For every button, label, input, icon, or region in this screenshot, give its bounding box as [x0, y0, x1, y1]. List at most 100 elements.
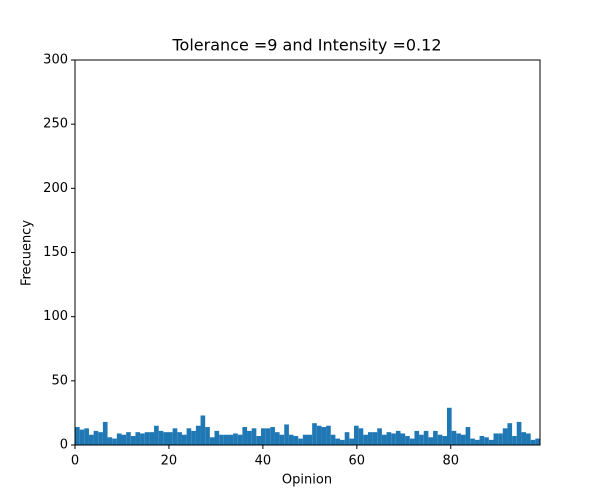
bar — [386, 432, 392, 445]
bar — [279, 434, 285, 445]
bar — [288, 434, 294, 445]
bar — [251, 428, 257, 445]
bar — [186, 428, 192, 445]
bar — [516, 421, 522, 445]
bar — [451, 430, 457, 445]
bar — [154, 425, 159, 445]
x-tick-label: 0 — [71, 454, 79, 469]
bar — [502, 428, 508, 445]
bar — [158, 430, 164, 445]
bar — [433, 430, 438, 445]
bar — [437, 434, 443, 445]
bar — [465, 427, 471, 445]
bar — [265, 428, 271, 445]
bar — [293, 436, 299, 445]
bar — [447, 407, 452, 445]
bar — [242, 427, 248, 445]
bar — [335, 438, 341, 445]
bar — [530, 439, 536, 445]
chart-title: Tolerance =9 and Intensity =0.12 — [172, 36, 442, 55]
bar — [75, 427, 80, 445]
x-tick-label: 40 — [255, 454, 272, 469]
bar — [144, 432, 150, 445]
bar — [312, 423, 317, 445]
bar — [237, 434, 243, 445]
bar — [107, 437, 113, 445]
bar — [205, 427, 210, 445]
bar — [130, 436, 136, 445]
bar — [126, 432, 131, 445]
bar — [484, 437, 489, 445]
bar — [391, 433, 396, 445]
bar — [326, 425, 331, 445]
y-tick-label: 100 — [43, 309, 68, 324]
bar — [498, 433, 503, 445]
bar — [507, 423, 513, 445]
bar — [395, 430, 401, 445]
bar — [428, 437, 434, 445]
bar — [354, 425, 359, 445]
bar — [284, 424, 289, 445]
y-tick-label: 250 — [43, 117, 68, 132]
y-tick-label: 300 — [43, 53, 68, 68]
x-tick-label: 60 — [349, 454, 366, 469]
bar — [84, 428, 89, 445]
y-tick-label: 50 — [51, 373, 68, 388]
bar — [340, 439, 345, 445]
bar — [479, 436, 485, 445]
bar — [209, 437, 215, 445]
bar — [256, 436, 261, 445]
bar — [274, 432, 280, 445]
bar — [200, 415, 206, 445]
bar — [493, 433, 499, 445]
bar — [512, 436, 517, 445]
bar — [488, 439, 494, 445]
bar — [307, 434, 313, 445]
plot-frame — [74, 59, 541, 446]
bar — [214, 430, 220, 445]
bar — [419, 434, 424, 445]
bar — [363, 434, 368, 445]
bar — [112, 438, 117, 445]
bar — [456, 433, 461, 445]
bar — [261, 428, 266, 445]
bar — [405, 436, 410, 445]
bar — [102, 421, 108, 445]
bar — [344, 432, 350, 445]
bar — [223, 434, 229, 445]
bar — [470, 438, 475, 445]
bar — [349, 438, 354, 445]
bar — [140, 433, 145, 445]
bar — [460, 434, 466, 445]
bar — [219, 434, 224, 445]
bar — [270, 427, 275, 445]
bar — [409, 438, 415, 445]
bar — [181, 434, 187, 445]
bar — [372, 432, 378, 445]
bar — [116, 433, 122, 445]
bar — [172, 428, 178, 445]
bar — [358, 428, 364, 445]
bar — [535, 438, 540, 445]
y-axis-label: Frecuency — [20, 220, 35, 286]
bar — [135, 432, 141, 445]
x-axis-label: Opinion — [282, 473, 332, 488]
bar — [414, 430, 420, 445]
bar — [88, 434, 94, 445]
bar — [302, 434, 308, 445]
bar — [442, 436, 447, 445]
bar — [191, 430, 196, 445]
bar — [177, 432, 182, 445]
bar — [98, 432, 103, 445]
bar — [316, 425, 322, 445]
bar — [298, 438, 303, 445]
bar — [381, 434, 387, 445]
bar — [168, 432, 173, 445]
bar — [367, 432, 373, 445]
bar — [423, 430, 429, 445]
bar — [377, 428, 382, 445]
bar — [247, 430, 252, 445]
bar — [330, 434, 336, 445]
bar — [233, 433, 238, 445]
